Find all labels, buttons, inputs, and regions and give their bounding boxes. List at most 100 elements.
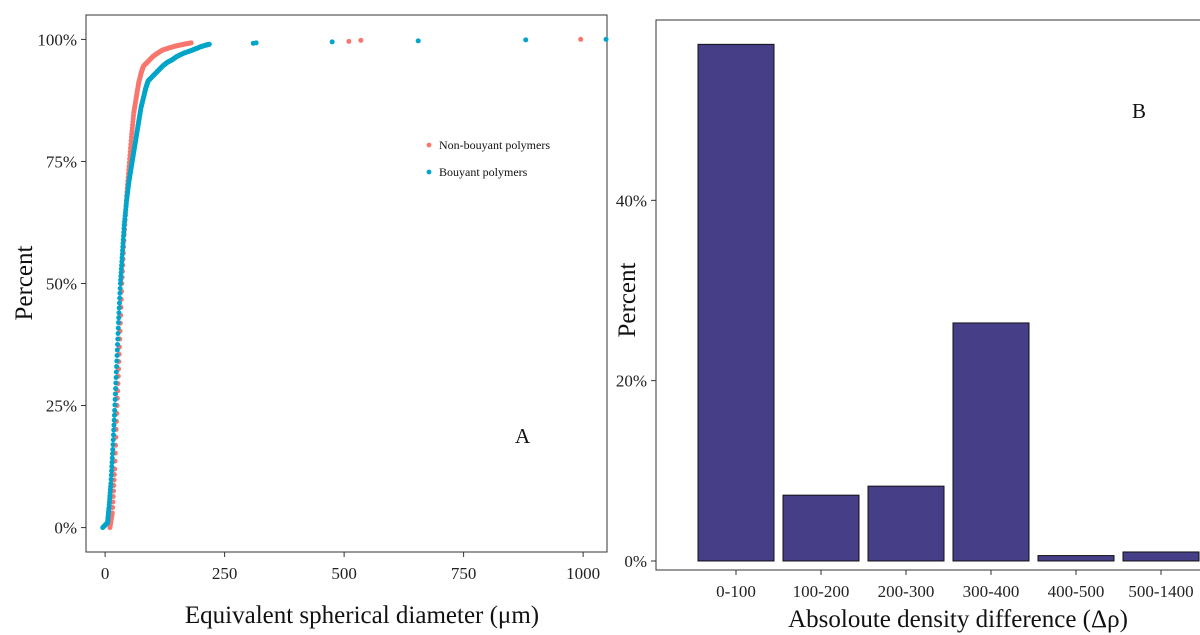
- bar-300-400: [952, 322, 1030, 562]
- x-tick-label: 400-500: [1048, 582, 1105, 601]
- panel-label-a: A: [515, 424, 531, 448]
- point-non-bouyant: [128, 141, 134, 147]
- point-bouyant: [253, 40, 259, 46]
- point-bouyant: [108, 481, 114, 487]
- point-bouyant: [110, 437, 116, 443]
- point-non-bouyant: [346, 38, 352, 44]
- point-bouyant: [120, 248, 126, 254]
- y-tick-label: 20%: [616, 372, 647, 391]
- panel-b-x-axis: 0-100 100-200 200-300 300-400 400-500 500-140…: [716, 570, 1194, 601]
- panel-b-bars: [697, 43, 1200, 562]
- point-bouyant: [110, 451, 116, 457]
- point-bouyant: [110, 446, 116, 452]
- point-bouyant: [119, 262, 125, 268]
- panel-b-x-axis-title: Absoloute density difference (Δρ): [788, 606, 1128, 633]
- y-tick-label: 50%: [46, 275, 77, 294]
- x-tick-label: 300-400: [963, 582, 1020, 601]
- point-non-bouyant: [578, 36, 584, 42]
- point-bouyant: [111, 422, 117, 428]
- legend-marker-non-bouyant: [426, 142, 432, 148]
- point-bouyant: [121, 229, 127, 235]
- point-bouyant: [112, 407, 118, 413]
- point-bouyant: [116, 315, 122, 321]
- point-bouyant: [118, 273, 124, 279]
- point-bouyant: [113, 385, 119, 391]
- point-bouyant: [206, 41, 212, 47]
- point-bouyant: [119, 251, 125, 257]
- point-bouyant: [110, 432, 116, 438]
- bar-0-100: [697, 43, 775, 562]
- point-bouyant: [120, 237, 126, 243]
- y-tick-label: 0%: [624, 552, 647, 571]
- legend-label-bouyant: Bouyant polymers: [439, 165, 528, 179]
- point-bouyant: [114, 363, 120, 369]
- bar-200-300: [867, 485, 945, 562]
- bar-500-1400: [1122, 551, 1200, 562]
- point-bouyant: [116, 320, 122, 326]
- point-bouyant: [603, 36, 609, 42]
- x-tick-label: 100-200: [793, 582, 850, 601]
- point-bouyant: [114, 353, 120, 359]
- point-bouyant: [116, 310, 122, 316]
- point-bouyant: [113, 369, 119, 375]
- legend-marker-bouyant: [426, 169, 432, 175]
- point-non-bouyant: [110, 499, 116, 505]
- point-bouyant: [121, 226, 127, 232]
- point-bouyant: [118, 277, 124, 283]
- point-bouyant: [115, 336, 121, 342]
- panel-a-x-axis: 0 250 500 750 1000: [101, 552, 600, 583]
- point-bouyant: [114, 347, 120, 353]
- point-bouyant: [109, 455, 115, 461]
- point-bouyant: [113, 380, 119, 386]
- point-bouyant: [115, 331, 121, 337]
- point-bouyant: [120, 240, 126, 246]
- panel-b-y-axis: 0% 20% 40%: [616, 191, 656, 571]
- x-tick-label: 1000: [566, 564, 600, 583]
- point-bouyant: [523, 37, 529, 43]
- point-bouyant: [115, 342, 121, 348]
- point-bouyant: [116, 300, 122, 306]
- point-non-bouyant: [188, 40, 194, 46]
- point-non-bouyant: [128, 138, 134, 144]
- point-bouyant: [114, 358, 120, 364]
- y-tick-label: 75%: [46, 152, 77, 171]
- point-bouyant: [120, 244, 126, 250]
- y-tick-label: 25%: [46, 397, 77, 416]
- panel-a-points: [100, 36, 609, 531]
- panel-b-y-axis-title: Percent: [614, 262, 641, 337]
- point-non-bouyant: [358, 37, 364, 43]
- point-bouyant: [117, 295, 123, 301]
- point-bouyant: [111, 412, 117, 418]
- panel-a-plot-frame: [85, 14, 608, 553]
- x-tick-label: 500-1400: [1128, 582, 1193, 601]
- bar-100-200: [782, 494, 860, 562]
- point-bouyant: [121, 233, 127, 239]
- point-bouyant: [111, 417, 117, 423]
- x-tick-label: 250: [212, 564, 238, 583]
- y-tick-label: 100%: [37, 30, 77, 49]
- x-tick-label: 200-300: [878, 582, 935, 601]
- point-bouyant: [112, 396, 118, 402]
- point-bouyant: [108, 472, 114, 478]
- panel-a-legend: Non-bouyant polymers Bouyant polymers: [426, 138, 550, 179]
- point-bouyant: [108, 476, 114, 482]
- point-bouyant: [117, 281, 123, 286]
- x-tick-label: 750: [451, 564, 477, 583]
- panel-a-x-axis-title: Equivalent spherical diameter (μm): [185, 602, 539, 629]
- point-bouyant: [329, 39, 335, 45]
- point-bouyant: [109, 459, 115, 465]
- x-tick-label: 0-100: [716, 582, 756, 601]
- y-tick-label: 0%: [54, 519, 77, 538]
- panel-a-y-axis-title: Percent: [11, 245, 38, 320]
- point-bouyant: [111, 427, 117, 433]
- panel-a-y-axis: 0% 25% 50% 75% 100%: [37, 30, 86, 538]
- point-bouyant: [112, 402, 118, 408]
- point-bouyant: [109, 464, 115, 470]
- y-tick-label: 40%: [616, 191, 647, 210]
- point-bouyant: [117, 285, 123, 291]
- point-bouyant: [117, 290, 123, 296]
- panel-a-cumulative-scatter: 0% 25% 50% 75% 100% 0 250 500 750 1000 Non-bouya…: [11, 14, 609, 629]
- x-tick-label: 0: [101, 564, 110, 583]
- panel-b-plot-frame: [655, 19, 1200, 571]
